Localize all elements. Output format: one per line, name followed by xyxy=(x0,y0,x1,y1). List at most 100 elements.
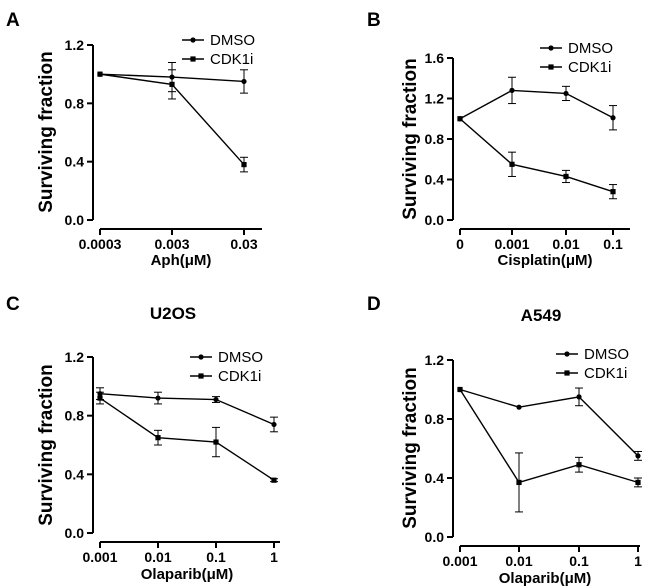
legend-marker xyxy=(190,37,196,43)
data-point xyxy=(213,396,219,403)
series-dmso xyxy=(457,76,617,131)
panel-letter: D xyxy=(367,294,381,315)
legend-label: DMSO xyxy=(568,40,613,57)
legend-entry-cdk1i: CDK1i xyxy=(556,365,627,382)
legend-label: DMSO xyxy=(584,346,629,363)
panel-title: U2OS xyxy=(150,304,196,323)
legend-label: CDK1i xyxy=(210,51,253,68)
legend-marker xyxy=(190,56,196,62)
y-tick-label: 0.0 xyxy=(425,529,445,545)
panel-b: B 0.0 0.4 0.8 1.2 1.6 0 0.001 0.01 0.1 Cisplatin(μ… xyxy=(367,10,630,269)
legend-entry-dmso: DMSO xyxy=(556,346,629,363)
data-point xyxy=(457,116,463,122)
legend-entry-dmso: DMSO xyxy=(540,40,613,57)
data-point xyxy=(610,189,616,195)
y-tick-label: 0.0 xyxy=(65,525,85,541)
data-point xyxy=(241,78,247,85)
series-cdk1i xyxy=(97,69,248,173)
series-dmso xyxy=(457,386,642,461)
x-tick-label: 0.001 xyxy=(494,236,529,252)
y-tick-label: 0.8 xyxy=(425,411,445,427)
legend-entry-dmso: DMSO xyxy=(190,349,263,366)
y-tick-label: 1.2 xyxy=(425,91,445,107)
y-axis-label: Surviving fraction xyxy=(400,367,421,529)
series-line xyxy=(459,118,614,193)
x-tick-label: 0.001 xyxy=(442,553,477,569)
y-tick-label: 0.4 xyxy=(425,470,445,486)
panel-a: A 0.0 0.4 0.8 1.2 0.0003 0.003 0.03 Aph(μM) Survi… xyxy=(6,10,262,269)
y-axis-label: Surviving fraction xyxy=(400,58,421,220)
data-point xyxy=(271,477,277,483)
legend-label: CDK1i xyxy=(218,368,261,385)
y-tick-label: 0.4 xyxy=(65,466,85,482)
x-axis-label: Cisplatin(μM) xyxy=(497,252,592,269)
legend-marker xyxy=(548,45,554,51)
data-point xyxy=(97,71,103,77)
data-point xyxy=(509,87,515,93)
legend-marker xyxy=(198,354,204,360)
data-point xyxy=(563,90,569,97)
y-tick-label: 0.8 xyxy=(65,408,85,424)
legend-marker xyxy=(564,370,570,376)
y-tick-label: 0.8 xyxy=(425,131,445,147)
x-axis-label: Aph(μM) xyxy=(151,252,212,269)
x-tick-label: 0.1 xyxy=(603,236,623,252)
y-tick-label: 1.2 xyxy=(65,37,85,53)
legend-marker xyxy=(564,351,570,357)
legend-label: CDK1i xyxy=(584,365,627,382)
y-tick-label: 0.0 xyxy=(65,212,85,228)
data-point xyxy=(635,453,641,459)
series-line xyxy=(459,388,639,457)
data-point xyxy=(155,435,161,441)
data-point xyxy=(97,395,103,401)
data-point xyxy=(241,161,247,168)
panel-d: D A549 0.0 0.4 0.8 1.2 0.001 0.01 0.1 1 Olaparib(μ… xyxy=(367,294,642,587)
y-axis-label: Surviving fraction xyxy=(36,364,57,526)
series-dmso xyxy=(96,387,278,433)
legend-label: DMSO xyxy=(218,349,263,366)
x-tick-label: 0.01 xyxy=(505,553,532,569)
series-cdk1i xyxy=(457,116,617,200)
series-line xyxy=(459,389,639,484)
legend-label: CDK1i xyxy=(568,59,611,76)
x-tick-label: 0.03 xyxy=(230,236,257,252)
data-point xyxy=(516,479,522,486)
y-axis-label: Surviving fraction xyxy=(36,51,57,213)
legend-marker xyxy=(198,373,204,379)
data-point xyxy=(610,115,616,121)
legend-entry-dmso: DMSO xyxy=(182,32,255,49)
x-tick-label: 0.1 xyxy=(569,553,589,569)
y-tick-label: 0.4 xyxy=(425,172,445,188)
y-tick-label: 1.6 xyxy=(425,50,445,66)
series-line xyxy=(99,392,275,426)
series-cdk1i xyxy=(96,391,278,483)
x-axis-label: Olaparib(μM) xyxy=(141,566,234,583)
series-line xyxy=(99,397,275,481)
y-tick-label: 0.8 xyxy=(65,95,85,111)
x-axis-label: Olaparib(μM) xyxy=(499,570,592,587)
panel-letter: B xyxy=(367,10,381,31)
legend-entry-cdk1i: CDK1i xyxy=(182,51,253,68)
data-point xyxy=(563,173,569,180)
data-point xyxy=(271,421,277,428)
panel-letter: C xyxy=(6,294,20,315)
data-point xyxy=(155,395,161,401)
data-point xyxy=(576,462,582,468)
x-tick-label: 1 xyxy=(634,553,642,569)
panel-title: A549 xyxy=(521,306,562,325)
data-point xyxy=(169,81,175,87)
data-point xyxy=(509,161,515,167)
y-tick-label: 1.2 xyxy=(425,352,445,368)
y-tick-label: 1.2 xyxy=(65,349,85,365)
x-tick-label: 0.001 xyxy=(82,549,117,565)
legend-entry-cdk1i: CDK1i xyxy=(540,59,611,76)
y-tick-label: 0.0 xyxy=(425,212,445,228)
x-tick-label: 0.0003 xyxy=(79,236,122,252)
series-cdk1i xyxy=(457,386,642,513)
data-point xyxy=(516,404,522,410)
data-point xyxy=(576,394,582,400)
panel-letter: A xyxy=(6,10,20,31)
data-point xyxy=(213,439,219,445)
legend-entry-cdk1i: CDK1i xyxy=(190,368,261,385)
legend-marker xyxy=(548,64,554,70)
